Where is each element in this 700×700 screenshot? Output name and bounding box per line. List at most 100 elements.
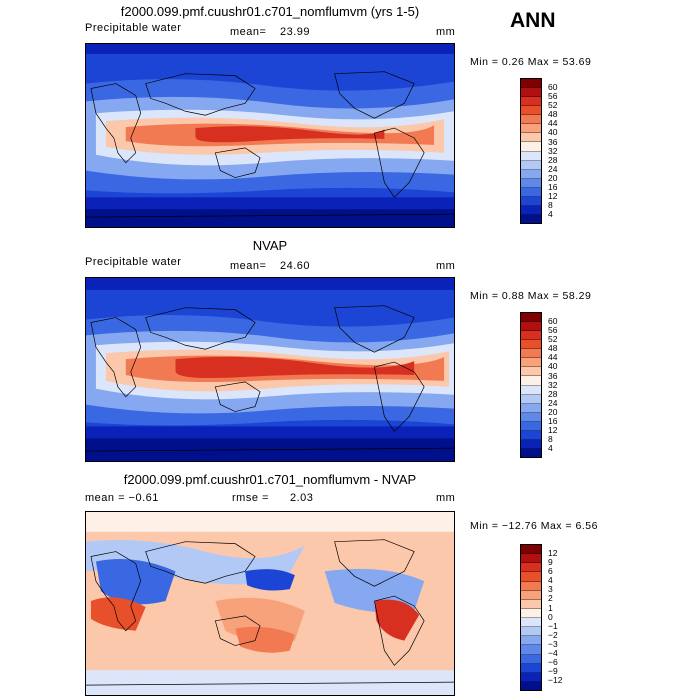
colorbar-tick: −4: [548, 648, 558, 659]
colorbar-tick: −3: [548, 638, 558, 649]
colorbar-tick: 8: [548, 200, 553, 211]
colorbar-tick: 1: [548, 602, 553, 613]
colorbar-tick: 56: [548, 91, 558, 102]
colorbar-box: [521, 142, 541, 152]
colorbar-box: [521, 645, 541, 655]
colorbar-tick: 28: [548, 154, 558, 165]
colorbar-box: [521, 545, 541, 555]
difference-map: [85, 511, 455, 696]
colorbar-box: [521, 554, 541, 564]
colorbar-box: [521, 88, 541, 98]
colorbar-tick: 52: [548, 100, 558, 111]
colorbar-tick: 16: [548, 416, 558, 427]
colorbar-box: [521, 590, 541, 600]
colorbar-tick: 2: [548, 593, 553, 604]
precipitable-water-map: [85, 43, 455, 228]
colorbar-box: [521, 331, 541, 341]
colorbar-tick: 20: [548, 406, 558, 417]
colorbar-box: [521, 97, 541, 107]
colorbar-box: [521, 205, 541, 215]
units-label: mm: [436, 260, 456, 272]
colorbar-tick: −9: [548, 666, 558, 677]
colorbar: [520, 544, 542, 691]
colorbar: [520, 312, 542, 458]
mean-label: mean=: [230, 26, 267, 38]
colorbar-box: [521, 681, 541, 690]
colorbar-box: [521, 636, 541, 646]
colorbar-box: [521, 169, 541, 179]
colorbar-box: [521, 663, 541, 673]
colorbar-tick: 12: [548, 425, 558, 436]
min-max-label: Min = 0.88 Max = 58.29: [470, 290, 592, 302]
colorbar-box: [521, 421, 541, 431]
colorbar-box: [521, 608, 541, 618]
colorbar-box: [521, 313, 541, 323]
colorbar-box: [521, 439, 541, 449]
colorbar-box: [521, 572, 541, 582]
colorbar-box: [521, 654, 541, 664]
colorbar-box: [521, 79, 541, 89]
colorbar-box: [521, 340, 541, 350]
colorbar-tick: 36: [548, 136, 558, 147]
colorbar: [520, 78, 542, 224]
colorbar-box: [521, 106, 541, 116]
colorbar-tick: 24: [548, 163, 558, 174]
colorbar-tick: 40: [548, 127, 558, 138]
colorbar-tick: −1: [548, 620, 558, 631]
colorbar-tick: 60: [548, 316, 558, 326]
colorbar-tick: 60: [548, 82, 558, 92]
colorbar-tick: 12: [548, 191, 558, 202]
colorbar-tick: 0: [548, 611, 553, 622]
min-max-label: Min = 0.26 Max = 53.69: [470, 56, 592, 68]
colorbar-ticks: 60 56 52 48 44 40 36 32 28 24 20 16 12 8…: [548, 82, 558, 219]
colorbar-tick: −6: [548, 657, 558, 668]
colorbar-tick: 4: [548, 443, 553, 454]
season-label: ANN: [510, 9, 556, 32]
colorbar-box: [521, 403, 541, 413]
colorbar-box: [521, 358, 541, 368]
colorbar-tick: 4: [548, 575, 553, 586]
colorbar-tick: 44: [548, 352, 558, 363]
min-max-label: Min = −12.76 Max = 6.56: [470, 520, 598, 532]
colorbar-tick: 48: [548, 343, 558, 354]
colorbar-tick: 9: [548, 557, 553, 568]
colorbar-tick: 8: [548, 434, 553, 445]
panel-title: f2000.099.pmf.cuushr01.c701_nomflumvm - …: [123, 472, 417, 487]
colorbar-tick: 32: [548, 379, 558, 390]
colorbar-box: [521, 448, 541, 457]
colorbar-tick: 52: [548, 334, 558, 345]
colorbar-box: [521, 412, 541, 422]
colorbar-tick: 48: [548, 109, 558, 120]
colorbar-box: [521, 599, 541, 609]
colorbar-tick: 24: [548, 397, 558, 408]
colorbar-box: [521, 214, 541, 223]
colorbar-box: [521, 349, 541, 359]
mean-value: 24.60: [280, 260, 311, 272]
colorbar-box: [521, 394, 541, 404]
colorbar-tick: 44: [548, 118, 558, 129]
colorbar-box: [521, 322, 541, 332]
colorbar-tick: −2: [548, 629, 558, 640]
mean-value: 23.99: [280, 26, 311, 38]
rmse-label: rmse =: [232, 492, 269, 504]
colorbar-tick: 3: [548, 584, 553, 595]
colorbar-tick: 56: [548, 325, 558, 336]
mean-label: mean=: [230, 260, 267, 272]
precipitable-water-map: [85, 277, 455, 462]
colorbar-tick: 20: [548, 172, 558, 183]
colorbar-box: [521, 187, 541, 197]
rmse-value: 2.03: [290, 492, 314, 504]
colorbar-box: [521, 160, 541, 170]
colorbar-box: [521, 627, 541, 637]
units-label: mm: [436, 26, 456, 38]
units-label: mm: [436, 492, 456, 504]
colorbar-box: [521, 385, 541, 395]
colorbar-tick: −12: [548, 675, 563, 686]
colorbar-ticks: 12 9 6 4 3 2 1 0 −1 −2 −3 −4 −6 −9 −12: [548, 548, 563, 686]
colorbar-box: [521, 672, 541, 682]
colorbar-tick: 28: [548, 388, 558, 399]
colorbar-box: [521, 376, 541, 386]
mean-difference-label: mean = −0.61: [85, 492, 159, 504]
colorbar-tick: 6: [548, 566, 553, 577]
colorbar-tick: 40: [548, 361, 558, 372]
